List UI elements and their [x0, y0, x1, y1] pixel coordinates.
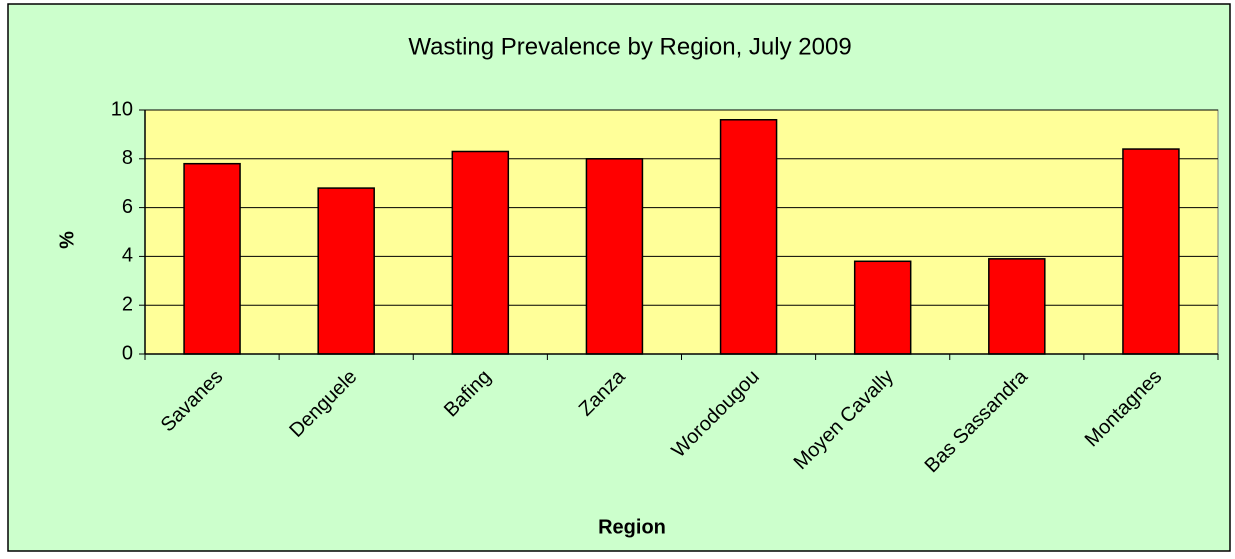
bar: [585, 158, 644, 355]
bar: [1122, 148, 1180, 355]
bar: [451, 150, 510, 355]
y-tick-label: 0: [122, 342, 133, 364]
y-tick-label: 8: [122, 147, 133, 169]
y-tick-label: 6: [122, 196, 133, 218]
bar: [317, 187, 375, 355]
bar: [719, 119, 778, 355]
bar: [988, 258, 1046, 355]
bar: [183, 162, 241, 355]
x-axis-label: Region: [598, 516, 666, 538]
y-tick-label: 2: [122, 293, 133, 315]
y-axis-label: %: [56, 231, 78, 249]
chart-title: Wasting Prevalence by Region, July 2009: [408, 33, 851, 60]
y-tick-label: 4: [122, 245, 133, 267]
y-tick-label: 10: [111, 98, 133, 120]
bar: [853, 260, 912, 355]
plot-area: [144, 109, 1219, 355]
